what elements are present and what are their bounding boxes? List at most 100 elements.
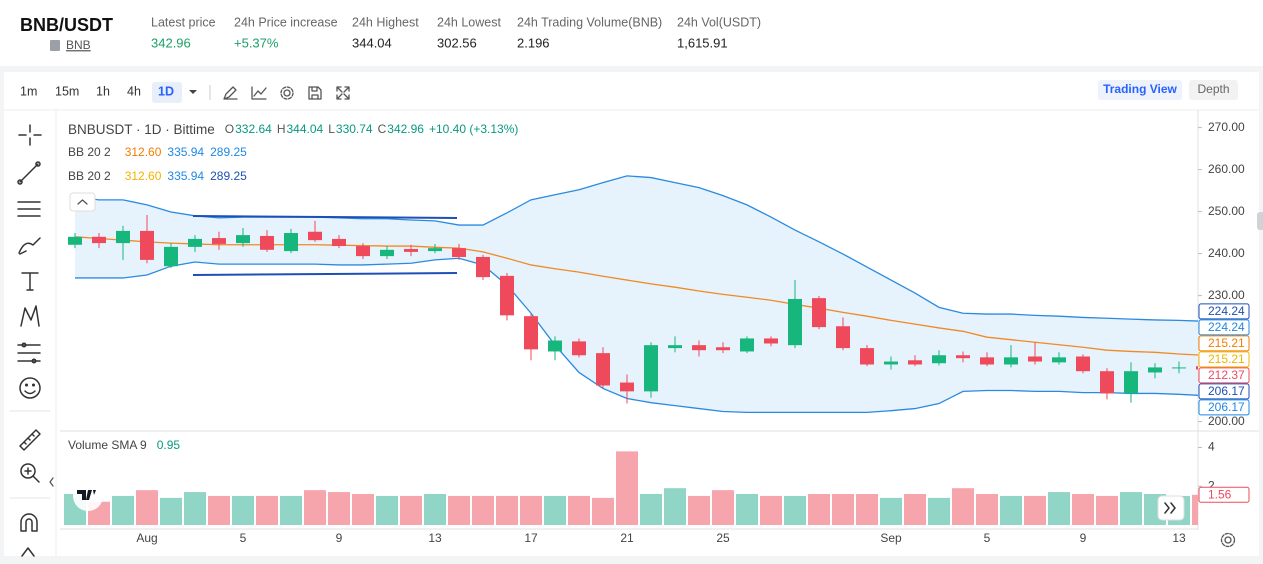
- fib-tool[interactable]: [17, 201, 41, 217]
- candle-body: [980, 357, 994, 365]
- candle-body: [284, 233, 298, 252]
- x-tick-label: 5: [240, 531, 247, 545]
- pair-title: BNB/USDT: [20, 15, 113, 35]
- trend-line-tool[interactable]: [19, 163, 39, 183]
- emoji-tool[interactable]: [19, 377, 41, 399]
- y-tick-label: 240.00: [1208, 246, 1245, 260]
- candle-body: [164, 246, 178, 267]
- ohlc-label: O: [225, 122, 234, 136]
- drawn-trend-line[interactable]: [192, 215, 458, 219]
- candle-body: [380, 249, 394, 257]
- ruler-tool[interactable]: [19, 429, 41, 451]
- volume-bar: [184, 492, 206, 525]
- volume-bar: [664, 488, 686, 525]
- volume-bar: [112, 495, 134, 525]
- volume-bar: [1096, 495, 1118, 525]
- text-tool[interactable]: [21, 272, 39, 291]
- bollinger-band-fill: [75, 175, 1198, 413]
- volume-bar: [952, 488, 974, 525]
- magnet-tool[interactable]: [20, 513, 38, 532]
- y-tick-label: 260.00: [1208, 162, 1245, 176]
- volume-bar: [304, 490, 326, 525]
- volume-bar: [616, 451, 638, 525]
- candle-body: [1196, 366, 1198, 370]
- candle-body: [1004, 357, 1018, 365]
- interval-button[interactable]: 15m: [55, 84, 79, 98]
- volume-bar: [472, 495, 494, 525]
- ohlc-value: 332.64: [235, 122, 272, 136]
- indicator-legend: BB 20 2 312.60 335.94 289.25: [68, 145, 247, 159]
- price-badge-label: 215.21: [1208, 336, 1245, 350]
- stat-label: 24h Vol(USDT): [677, 15, 761, 29]
- volume-bar: [904, 494, 926, 525]
- volume-legend: Volume SMA 9 0.95: [68, 438, 180, 452]
- brush-tool[interactable]: [18, 237, 41, 255]
- legend-collapse-button[interactable]: [69, 192, 96, 212]
- volume-bar: [592, 497, 614, 525]
- volume-value: 0.95: [157, 438, 181, 452]
- x-tick-label: 13: [428, 531, 442, 545]
- ohlc-value: 330.74: [336, 122, 373, 136]
- stat-label: Latest price: [151, 15, 216, 29]
- x-tick-label: 9: [336, 531, 343, 545]
- candle-body: [236, 235, 250, 244]
- drawing-tools: [9, 124, 51, 557]
- chart-settings[interactable]: [1224, 536, 1232, 544]
- stat-label: 24h Price increase: [234, 15, 338, 29]
- volume-bar: [232, 495, 254, 525]
- stat-value: 344.04: [352, 35, 392, 50]
- candle-body: [932, 355, 946, 364]
- interval-button[interactable]: 4h: [127, 84, 141, 98]
- x-tick-label: 17: [524, 531, 538, 545]
- indicator-value: 312.60: [125, 169, 162, 183]
- scroll-realtime-button[interactable]: [1157, 495, 1185, 521]
- coin-link[interactable]: BNB: [66, 38, 91, 52]
- header-panel: [0, 0, 1263, 66]
- stat-label: 24h Lowest: [437, 15, 501, 29]
- price-badge: [1198, 351, 1250, 368]
- price-badge-label: 215.21: [1208, 352, 1245, 366]
- ohlc-change: +10.40 (+3.13%): [429, 122, 518, 136]
- candle-body: [404, 248, 418, 252]
- price-badge: [1198, 383, 1250, 400]
- stat-label: 24h Highest: [352, 15, 419, 29]
- drawn-trend-line[interactable]: [192, 272, 458, 276]
- settings-icon[interactable]: [283, 89, 291, 97]
- candle-body: [644, 345, 658, 392]
- volume-bar: [496, 495, 518, 525]
- stat-value: 2.196: [517, 35, 550, 50]
- ohlc-value: 344.04: [287, 122, 324, 136]
- interval-button[interactable]: 1m: [20, 84, 37, 98]
- candle-body: [452, 248, 466, 257]
- draw-icon[interactable]: [223, 86, 238, 100]
- view-tab[interactable]: Depth: [1197, 82, 1229, 96]
- ohlc-value: 342.96: [387, 122, 424, 136]
- crosshair-tool[interactable]: [18, 124, 42, 146]
- volume-bar: [568, 495, 590, 525]
- candle-body: [692, 345, 706, 351]
- candle-body: [116, 230, 130, 244]
- candle-body: [860, 348, 874, 365]
- indicator-icon[interactable]: [251, 86, 267, 100]
- zoom-tool[interactable]: [20, 463, 36, 479]
- view-tab-bg: [1189, 80, 1238, 100]
- interval-button[interactable]: 1D: [158, 84, 174, 98]
- indicator-value: 312.60: [125, 145, 162, 159]
- collapse-tools[interactable]: [49, 477, 54, 487]
- volume-bar: [1072, 494, 1094, 525]
- volume-pane: [64, 451, 1198, 525]
- side-handle[interactable]: [1257, 212, 1263, 230]
- tradingview-logo[interactable]: [77, 490, 96, 500]
- stat-value: 1,615.91: [677, 35, 728, 50]
- pattern-tool[interactable]: [20, 305, 40, 327]
- view-tab[interactable]: Trading View: [1103, 82, 1177, 96]
- price-badge-label: 212.37: [1208, 368, 1245, 382]
- interval-button[interactable]: 1h: [96, 84, 110, 98]
- interval-dropdown[interactable]: [189, 90, 197, 94]
- save-icon[interactable]: [308, 86, 322, 100]
- double-chevron: [1164, 502, 1176, 514]
- fullscreen-icon[interactable]: [336, 86, 350, 100]
- candle-body: [1172, 367, 1186, 369]
- volume-bar: [976, 494, 998, 525]
- lock-tool[interactable]: [21, 547, 35, 557]
